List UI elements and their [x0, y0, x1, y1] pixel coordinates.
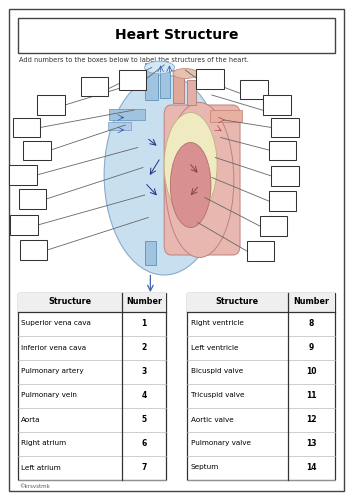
Ellipse shape — [145, 61, 174, 74]
Text: Structure: Structure — [48, 298, 91, 306]
Bar — [108, 122, 131, 130]
Bar — [9, 166, 37, 184]
Text: Left atrium: Left atrium — [21, 464, 61, 470]
Bar — [10, 216, 38, 234]
Text: Pulmonary vein: Pulmonary vein — [21, 392, 77, 398]
Text: 13: 13 — [306, 439, 317, 448]
Text: Number: Number — [294, 298, 329, 306]
Bar — [187, 292, 335, 312]
Bar — [23, 140, 51, 160]
Text: 9: 9 — [309, 343, 314, 352]
Text: 4: 4 — [141, 391, 146, 400]
Text: Superior vena cava: Superior vena cava — [21, 320, 91, 326]
Text: Bicuspid valve: Bicuspid valve — [191, 368, 243, 374]
Bar — [109, 109, 145, 120]
Bar — [145, 62, 158, 100]
Text: 12: 12 — [306, 415, 317, 424]
Bar — [260, 216, 287, 236]
Bar — [269, 192, 296, 210]
Text: 2: 2 — [141, 343, 146, 352]
Bar — [187, 80, 196, 105]
Bar — [240, 80, 268, 98]
Text: 14: 14 — [306, 463, 317, 472]
Text: 5: 5 — [141, 415, 146, 424]
Ellipse shape — [170, 142, 211, 228]
Ellipse shape — [104, 75, 224, 275]
Bar — [247, 242, 274, 260]
Bar — [18, 292, 166, 480]
Text: Right ventricle: Right ventricle — [191, 320, 244, 326]
Text: Septum: Septum — [191, 464, 219, 470]
Bar — [19, 190, 46, 208]
Text: 1: 1 — [141, 319, 146, 328]
FancyBboxPatch shape — [164, 105, 240, 255]
Text: 10: 10 — [306, 367, 317, 376]
Bar — [13, 118, 40, 137]
Ellipse shape — [173, 68, 198, 78]
Text: Aortic valve: Aortic valve — [191, 416, 233, 422]
Bar — [145, 241, 156, 265]
Bar — [187, 292, 335, 480]
Text: Right atrium: Right atrium — [21, 440, 66, 446]
Text: 8: 8 — [309, 319, 314, 328]
Text: Inferior vena cava: Inferior vena cava — [21, 344, 86, 350]
Bar — [81, 76, 108, 96]
Text: Tricuspid valve: Tricuspid valve — [191, 392, 244, 398]
Bar — [210, 110, 242, 122]
Bar — [160, 68, 170, 98]
Bar — [173, 70, 184, 102]
Text: Heart Structure: Heart Structure — [115, 28, 238, 42]
Bar — [271, 118, 299, 137]
Ellipse shape — [164, 112, 217, 218]
Bar — [18, 292, 166, 312]
Bar — [20, 240, 47, 260]
Text: Aorta: Aorta — [21, 416, 41, 422]
Text: Number: Number — [126, 298, 162, 306]
Bar — [263, 96, 291, 114]
Text: Left ventricle: Left ventricle — [191, 344, 238, 350]
Ellipse shape — [165, 102, 234, 258]
Bar — [119, 70, 146, 90]
Text: Structure: Structure — [216, 298, 259, 306]
Bar — [271, 166, 299, 186]
Text: Add numbers to the boxes below to label the structures of the heart.: Add numbers to the boxes below to label … — [19, 57, 249, 63]
Text: 7: 7 — [141, 463, 146, 472]
Bar — [37, 96, 65, 114]
Bar — [196, 70, 224, 88]
Bar — [269, 140, 296, 160]
Text: 11: 11 — [306, 391, 317, 400]
Text: ©krsvstmk: ©krsvstmk — [19, 484, 50, 490]
Text: Pulmonary artery: Pulmonary artery — [21, 368, 84, 374]
Text: 6: 6 — [141, 439, 146, 448]
Text: 3: 3 — [141, 367, 146, 376]
Bar — [18, 18, 335, 52]
Text: Pulmonary valve: Pulmonary valve — [191, 440, 251, 446]
